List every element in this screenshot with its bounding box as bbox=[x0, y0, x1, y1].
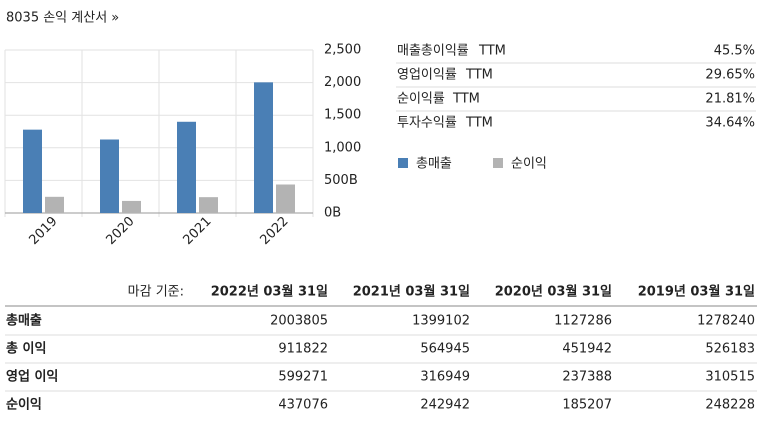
table-cell: 248228 bbox=[705, 398, 755, 413]
bar bbox=[199, 197, 218, 213]
table-cell: 437076 bbox=[278, 398, 328, 413]
legend-label: 순이익 bbox=[511, 157, 547, 172]
y-tick-label: 1,000 bbox=[324, 140, 361, 155]
row-label: 총매출 bbox=[6, 313, 42, 329]
ratio-ttm: TTM bbox=[452, 92, 480, 107]
table-cell: 1278240 bbox=[697, 314, 755, 329]
column-header: 2022년 03월 31일 bbox=[211, 284, 328, 300]
y-tick-label: 2,000 bbox=[324, 75, 361, 90]
table-cell: 310515 bbox=[705, 370, 755, 385]
x-tick-label: 2020 bbox=[103, 214, 137, 248]
y-tick-label: 1,500 bbox=[324, 108, 361, 123]
bar bbox=[276, 184, 295, 213]
column-header: 2021년 03월 31일 bbox=[353, 284, 470, 300]
x-tick-label: 2022 bbox=[257, 214, 291, 248]
bar bbox=[45, 196, 64, 213]
table-cell: 599271 bbox=[278, 370, 328, 385]
table-cell: 911822 bbox=[278, 342, 328, 357]
ratio-value: 21.81% bbox=[705, 92, 755, 107]
x-tick-label: 2019 bbox=[26, 214, 60, 248]
y-tick-label: 0B bbox=[324, 206, 341, 221]
ratio-name: 영업이익률 bbox=[397, 68, 457, 83]
table-cell: 237388 bbox=[562, 370, 612, 385]
table-cell: 2003805 bbox=[270, 314, 328, 329]
legend-swatch bbox=[398, 158, 408, 168]
table-cell: 185207 bbox=[562, 398, 612, 413]
column-header: 2019년 03월 31일 bbox=[638, 284, 755, 300]
ratio-value: 29.65% bbox=[705, 68, 755, 83]
bar bbox=[177, 121, 196, 213]
bar bbox=[254, 82, 273, 213]
column-header: 2020년 03월 31일 bbox=[495, 284, 612, 300]
ratio-value: 34.64% bbox=[705, 116, 755, 131]
row-label: 영업 이익 bbox=[6, 369, 58, 385]
ratio-ttm: TTM bbox=[465, 116, 493, 131]
ratio-ttm: TTM bbox=[478, 44, 506, 59]
table-cell: 242942 bbox=[420, 398, 470, 413]
ratio-name: 순이익률 bbox=[397, 92, 445, 107]
bar bbox=[100, 139, 119, 213]
table-cell: 1399102 bbox=[412, 314, 470, 329]
x-tick-label: 2021 bbox=[180, 214, 214, 248]
table-cell: 564945 bbox=[420, 342, 470, 357]
row-label: 총 이익 bbox=[6, 341, 46, 357]
page-title[interactable]: 8035 손익 계산서 » bbox=[6, 11, 119, 26]
table-cell: 451942 bbox=[562, 342, 612, 357]
table-cell: 1127286 bbox=[554, 314, 612, 329]
y-tick-label: 500B bbox=[324, 173, 358, 188]
ratio-name: 투자수익률 bbox=[397, 116, 457, 131]
bar bbox=[122, 200, 141, 213]
ratio-name: 매출총이익률 bbox=[397, 44, 469, 59]
basis-label: 마감 기준: bbox=[128, 285, 184, 300]
ratio-ttm: TTM bbox=[465, 68, 493, 83]
table-cell: 316949 bbox=[420, 370, 470, 385]
bar bbox=[23, 129, 42, 213]
y-tick-label: 2,500 bbox=[324, 43, 361, 58]
table-cell: 526183 bbox=[705, 342, 755, 357]
legend-label: 총매출 bbox=[416, 157, 452, 172]
legend-swatch bbox=[493, 158, 503, 168]
ratio-value: 45.5% bbox=[714, 44, 755, 59]
row-label: 순이익 bbox=[6, 397, 42, 413]
